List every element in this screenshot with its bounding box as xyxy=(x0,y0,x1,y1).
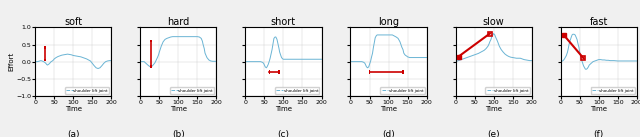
Bar xyxy=(369,70,371,74)
Legend: shoulder lift joint: shoulder lift joint xyxy=(170,87,214,94)
Bar xyxy=(150,65,152,68)
Legend: shoulder lift joint: shoulder lift joint xyxy=(65,87,109,94)
X-axis label: Time: Time xyxy=(485,106,502,112)
Title: fast: fast xyxy=(589,17,608,27)
Text: (f): (f) xyxy=(593,130,604,137)
X-axis label: Time: Time xyxy=(590,106,607,112)
Title: long: long xyxy=(378,17,399,27)
Text: (a): (a) xyxy=(67,130,79,137)
Title: hard: hard xyxy=(167,17,189,27)
Text: (c): (c) xyxy=(278,130,289,137)
Text: (b): (b) xyxy=(172,130,185,137)
Title: soft: soft xyxy=(64,17,83,27)
Bar xyxy=(44,46,46,49)
Legend: shoulder lift joint: shoulder lift joint xyxy=(591,87,635,94)
Text: (e): (e) xyxy=(487,130,500,137)
Bar xyxy=(269,70,270,74)
Title: short: short xyxy=(271,17,296,27)
Legend: shoulder lift joint: shoulder lift joint xyxy=(275,87,319,94)
Y-axis label: Effort: Effort xyxy=(9,52,15,71)
Legend: shoulder lift joint: shoulder lift joint xyxy=(380,87,424,94)
X-axis label: Time: Time xyxy=(65,106,82,112)
X-axis label: Time: Time xyxy=(275,106,292,112)
Bar xyxy=(278,70,280,74)
Bar xyxy=(150,40,152,42)
Bar xyxy=(44,59,46,61)
Legend: shoulder lift joint: shoulder lift joint xyxy=(485,87,530,94)
Text: (d): (d) xyxy=(382,130,395,137)
X-axis label: Time: Time xyxy=(170,106,187,112)
Title: slow: slow xyxy=(483,17,504,27)
Bar xyxy=(403,70,404,74)
X-axis label: Time: Time xyxy=(380,106,397,112)
